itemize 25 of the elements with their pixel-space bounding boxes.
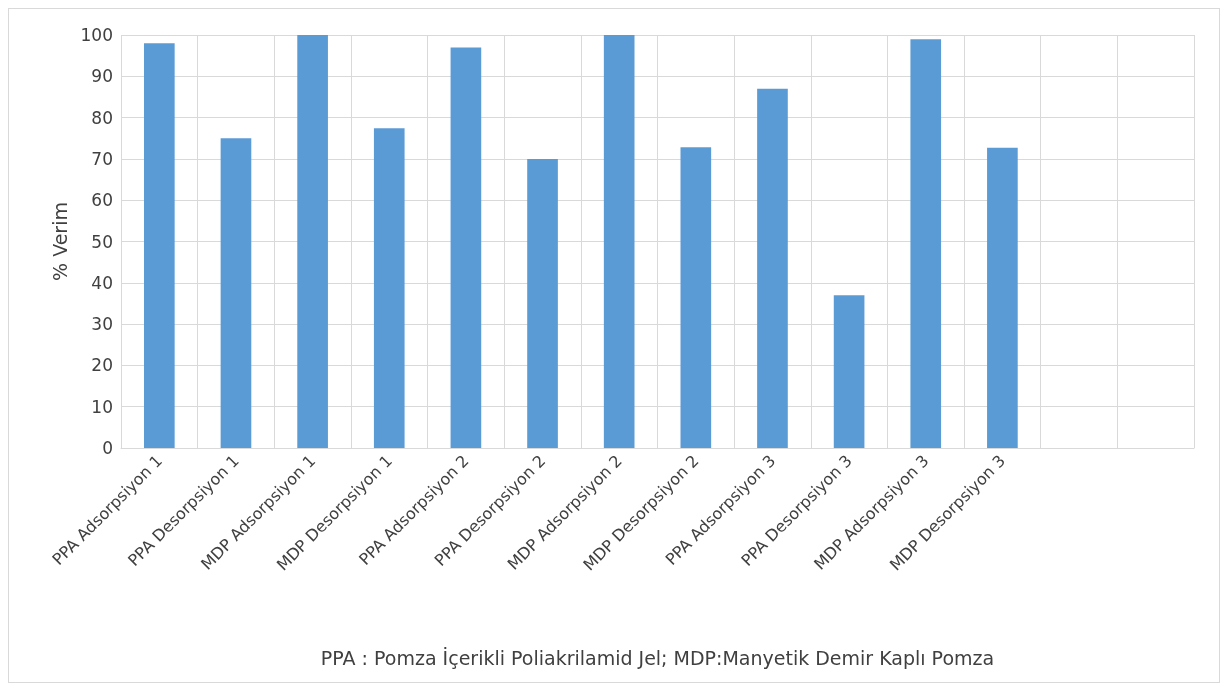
y-tick-label: 100 xyxy=(80,25,113,45)
bar xyxy=(220,138,252,448)
x-axis-title: PPA : Pomza İçerikli Poliakrilamid Jel; MDP:Manyetik Demir Kaplı Pomza xyxy=(320,646,995,669)
y-tick-label: 10 xyxy=(91,396,113,417)
y-axis-title: % Verim xyxy=(49,202,72,281)
bar xyxy=(450,47,482,448)
y-tick-label: 30 xyxy=(91,314,113,335)
y-tick-label: 40 xyxy=(91,272,113,293)
bar xyxy=(680,147,712,448)
y-tick-label: 60 xyxy=(91,190,113,211)
y-tick-label: 0 xyxy=(102,438,113,458)
y-tick-label: 90 xyxy=(91,66,113,87)
y-tick-label: 80 xyxy=(91,107,113,128)
y-tick-label: 50 xyxy=(91,231,113,252)
bar xyxy=(910,39,942,448)
bar xyxy=(987,147,1018,448)
bar xyxy=(603,35,635,448)
bar xyxy=(833,295,865,448)
bar xyxy=(373,128,405,448)
bar xyxy=(143,43,175,448)
y-tick-label: 20 xyxy=(91,355,113,376)
bar xyxy=(297,35,328,448)
y-tick-label: 70 xyxy=(91,148,113,169)
bar xyxy=(527,158,558,448)
bar xyxy=(757,88,788,448)
